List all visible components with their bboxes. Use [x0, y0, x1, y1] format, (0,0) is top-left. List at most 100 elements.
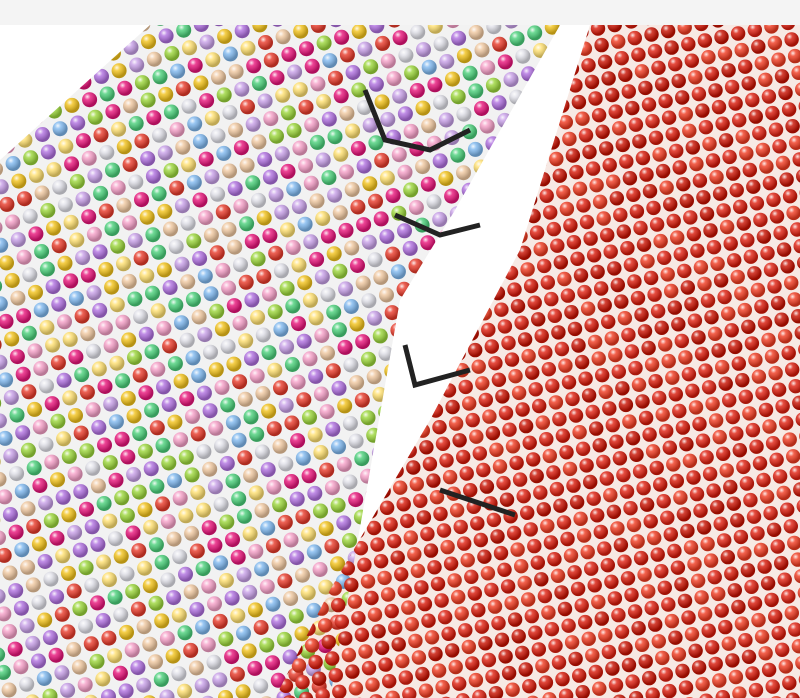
- gem-shine: [200, 637, 216, 653]
- gem-shine: [326, 246, 342, 262]
- gem-shine: [421, 59, 437, 75]
- gem-shine: [474, 42, 490, 58]
- gem-shine: [172, 549, 188, 565]
- gem-shine: [43, 571, 59, 587]
- gem-shine: [115, 314, 131, 330]
- gem-shine: [134, 192, 149, 208]
- gem-shine: [146, 110, 162, 126]
- gem-shine: [119, 624, 134, 640]
- gem-shine: [230, 608, 246, 624]
- gem-shine: [107, 648, 123, 664]
- gem-shine: [444, 188, 460, 204]
- gem-shine: [14, 483, 30, 499]
- gem-shine: [177, 625, 193, 641]
- gem-shine: [300, 585, 316, 601]
- gem-shine: [55, 548, 71, 564]
- gem-shine: [101, 689, 116, 698]
- gem-shine: [68, 408, 83, 423]
- gem-shine: [491, 95, 507, 111]
- gem-shine: [432, 153, 448, 169]
- gem-shine: [143, 461, 159, 477]
- gem-shine: [242, 584, 258, 600]
- gem-shine: [273, 263, 289, 279]
- gem-shine: [90, 595, 105, 611]
- gem-shine: [139, 268, 155, 284]
- gem-shine: [232, 374, 248, 390]
- gem-shine: [234, 81, 250, 97]
- gem-shine: [0, 179, 9, 195]
- gem-shine: [69, 174, 85, 189]
- gem-shine: [0, 606, 12, 622]
- gem-shine: [247, 602, 263, 618]
- gem-shine: [107, 589, 123, 605]
- gem-shine: [354, 392, 370, 408]
- gem-shine: [144, 344, 160, 360]
- gem-shine: [32, 419, 48, 435]
- gem-shine: [198, 151, 214, 167]
- gem-shine: [0, 664, 11, 680]
- gem-shine: [308, 654, 323, 670]
- gem-shine: [267, 304, 283, 320]
- gem-shine: [108, 531, 123, 547]
- gem-shine: [123, 98, 138, 114]
- gem-shine: [319, 462, 335, 478]
- gem-shine: [271, 555, 287, 571]
- gem-shine: [251, 192, 266, 208]
- gem-shine: [369, 25, 385, 34]
- gem-shine: [224, 590, 240, 606]
- gem-shine: [296, 392, 312, 408]
- gem-shine: [142, 578, 158, 594]
- gem-shine: [233, 140, 249, 156]
- gem-shine: [282, 649, 298, 665]
- gem-shine: [165, 648, 181, 664]
- gem-shine: [385, 188, 401, 204]
- gem-shine: [254, 444, 270, 460]
- gem-shine: [125, 584, 141, 599]
- gem-shine: [140, 92, 156, 108]
- gem-shine: [239, 216, 255, 232]
- gem-shine: [315, 211, 331, 226]
- gem-shine: [228, 122, 244, 138]
- gem-shine: [191, 309, 207, 325]
- gem-shine: [438, 112, 454, 128]
- gem-shine: [179, 391, 195, 407]
- gem-shine: [131, 543, 147, 559]
- gem-shine: [85, 460, 101, 476]
- gem-shine: [66, 642, 82, 657]
- gem-shine: [171, 607, 187, 623]
- gem-shine: [15, 425, 31, 441]
- gem-shine: [173, 432, 189, 448]
- gem-shine: [86, 285, 102, 301]
- gem-shine: [28, 284, 43, 300]
- gem-shine: [137, 443, 153, 459]
- gem-shine: [450, 147, 466, 163]
- gem-shine: [307, 427, 323, 443]
- gem-shine: [130, 660, 146, 676]
- gem-shine: [36, 671, 52, 686]
- gem-shine: [259, 637, 275, 653]
- gem-shine: [337, 339, 353, 355]
- gem-shine: [331, 380, 347, 396]
- gem-shine: [40, 144, 56, 160]
- gem-shine: [420, 176, 436, 192]
- gem-shine: [44, 454, 60, 470]
- gem-shine: [426, 194, 442, 210]
- gem-shine: [105, 162, 120, 178]
- gem-shine: [20, 559, 36, 575]
- gem-shine: [261, 345, 277, 361]
- gem-shine: [62, 390, 78, 406]
- gem-shine: [278, 397, 294, 413]
- gem-shine: [38, 495, 54, 511]
- gem-shine: [198, 210, 214, 226]
- gem-shine: [273, 380, 288, 396]
- gem-shine: [302, 292, 318, 308]
- gem-shine: [21, 325, 37, 341]
- gem-shine: [226, 356, 242, 372]
- gem-shine: [366, 369, 382, 385]
- gem-shine: [168, 297, 184, 313]
- gem-shine: [267, 362, 283, 378]
- gem-shine: [233, 257, 248, 273]
- gem-shine: [201, 520, 217, 536]
- gem-shine: [456, 165, 471, 181]
- gem-shine: [105, 104, 121, 120]
